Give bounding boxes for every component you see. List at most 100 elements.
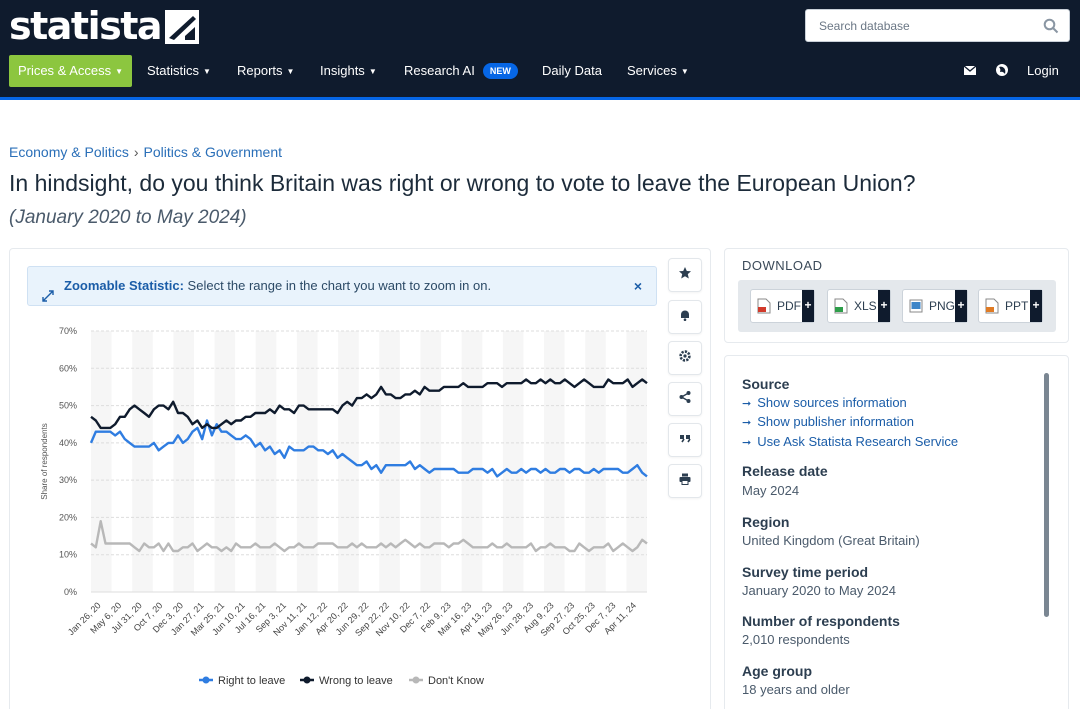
y-tick-label: 40% [59, 438, 77, 448]
nav-services[interactable]: Services ▼ [627, 55, 689, 87]
settings-button[interactable] [668, 341, 702, 375]
download-xls-label: XLS [854, 299, 877, 313]
favorite-button[interactable] [668, 258, 702, 292]
respondents-value: 2,010 respondents [742, 632, 850, 647]
login-label: Login [1027, 63, 1059, 78]
logo-mark-icon [165, 9, 200, 44]
arrow-right-icon: ➞ [742, 398, 752, 410]
png-file-icon [909, 298, 923, 314]
nav-research-ai-label: Research AI [404, 63, 475, 78]
breadcrumb-separator: › [133, 144, 139, 160]
y-tick-label: 20% [59, 512, 77, 522]
new-badge: NEW [482, 63, 518, 79]
legend-marker [202, 676, 210, 684]
nav-research-ai[interactable]: Research AI NEW [404, 55, 518, 87]
download-ppt-label: PPT [1005, 299, 1029, 313]
legend-label: Don't Know [428, 675, 484, 687]
search-icon[interactable] [1043, 18, 1059, 34]
share-icon [678, 390, 692, 409]
legend-marker [412, 676, 420, 684]
info-scrollbar[interactable] [1044, 373, 1049, 617]
print-button[interactable] [668, 464, 702, 498]
plus-icon[interactable]: + [802, 290, 814, 322]
logo-text: statista [9, 4, 163, 48]
plot-band [585, 331, 606, 592]
legend-item[interactable]: Don't Know [409, 675, 484, 687]
respondents-heading: Number of respondents [742, 613, 900, 629]
y-tick-label: 0% [64, 587, 77, 597]
breadcrumb-economy-politics[interactable]: Economy & Politics [9, 144, 129, 160]
cite-button[interactable] [668, 423, 702, 457]
y-axis-label: Share of respondents [40, 423, 49, 500]
nav-prices-label: Prices & Access [17, 63, 112, 78]
bell-icon [678, 308, 692, 327]
notification-button[interactable] [668, 300, 702, 334]
mail-icon[interactable] [963, 63, 977, 77]
nav-statistics[interactable]: Statistics ▼ [147, 55, 211, 87]
download-png-label: PNG [929, 299, 956, 313]
plot-band [420, 331, 442, 592]
plot-band [461, 331, 483, 592]
nav-services-label: Services [627, 63, 677, 78]
nav-prices-access[interactable]: Prices & Access ▼ [9, 55, 132, 87]
globe-icon[interactable] [995, 63, 1009, 77]
plot-band [91, 331, 112, 592]
info-card [724, 355, 1069, 709]
chevron-down-icon: ▼ [203, 67, 211, 76]
age-group-heading: Age group [742, 663, 812, 679]
region-heading: Region [742, 514, 790, 530]
download-ppt-button[interactable]: PPT + [978, 289, 1043, 323]
plot-band [544, 331, 565, 592]
plot-band [132, 331, 153, 592]
legend-label: Wrong to leave [319, 675, 393, 687]
nav-insights[interactable]: Insights ▼ [320, 55, 377, 87]
legend-marker [303, 676, 311, 684]
ask-statista-link[interactable]: ➞ Use Ask Statista Research Service [742, 434, 958, 449]
pdf-file-icon [757, 298, 771, 314]
zoom-banner-text: Select the range in the chart you want t… [187, 278, 492, 293]
series-line-wrong-to-leave [90, 378, 648, 430]
download-pdf-label: PDF [777, 299, 801, 313]
chevron-down-icon: ▼ [286, 67, 295, 76]
download-heading: DOWNLOAD [742, 258, 823, 273]
zoom-banner: Zoomable Statistic: Select the range in … [27, 266, 657, 306]
zoom-banner-label: Zoomable Statistic: [64, 278, 184, 293]
close-icon[interactable]: × [633, 278, 642, 294]
download-pdf-button[interactable]: PDF + [750, 289, 815, 323]
nav-reports[interactable]: Reports ▼ [237, 55, 294, 87]
plus-icon[interactable]: + [878, 290, 890, 322]
arrow-right-icon: ➞ [742, 437, 752, 449]
plot-band [379, 331, 400, 592]
search-box [805, 9, 1070, 42]
login-link[interactable]: Login [1027, 55, 1059, 87]
survey-period-value: January 2020 to May 2024 [742, 583, 896, 598]
share-button[interactable] [668, 382, 702, 416]
show-publisher-label: Show publisher information [757, 414, 915, 429]
plot-band [502, 331, 524, 592]
download-png-button[interactable]: PNG + [902, 289, 968, 323]
nav-daily-data[interactable]: Daily Data [542, 55, 602, 87]
legend-item[interactable]: Wrong to leave [300, 675, 393, 687]
breadcrumb-politics-government[interactable]: Politics & Government [143, 144, 283, 160]
chevron-down-icon: ▼ [115, 67, 124, 76]
statista-logo[interactable]: statista [9, 4, 200, 48]
show-sources-link[interactable]: ➞ Show sources information [742, 395, 907, 410]
nav-daily-data-label: Daily Data [542, 63, 602, 78]
plot-band [255, 331, 277, 592]
line-chart[interactable]: 0% 10% 20% 30% 40% 50% 60% 70% Share of responde… [27, 318, 657, 703]
nav-insights-label: Insights [320, 63, 365, 78]
y-tick-label: 30% [59, 475, 77, 485]
top-header: statista Prices & Access▼ Statistics▼ Re… [0, 0, 1080, 100]
expand-arrows-icon [42, 279, 54, 302]
y-tick-label: 70% [59, 326, 77, 336]
search-input[interactable] [806, 10, 1031, 41]
age-group-value: 18 years and older [742, 682, 850, 697]
download-xls-button[interactable]: XLS + [827, 289, 891, 323]
y-tick-label: 60% [59, 363, 77, 373]
plus-icon[interactable]: + [1030, 290, 1042, 322]
plot-band [173, 331, 194, 592]
legend-item[interactable]: Right to leave [199, 675, 285, 687]
plus-icon[interactable]: + [955, 290, 967, 322]
show-publisher-link[interactable]: ➞ Show publisher information [742, 414, 914, 429]
ask-statista-label: Use Ask Statista Research Service [757, 434, 959, 449]
